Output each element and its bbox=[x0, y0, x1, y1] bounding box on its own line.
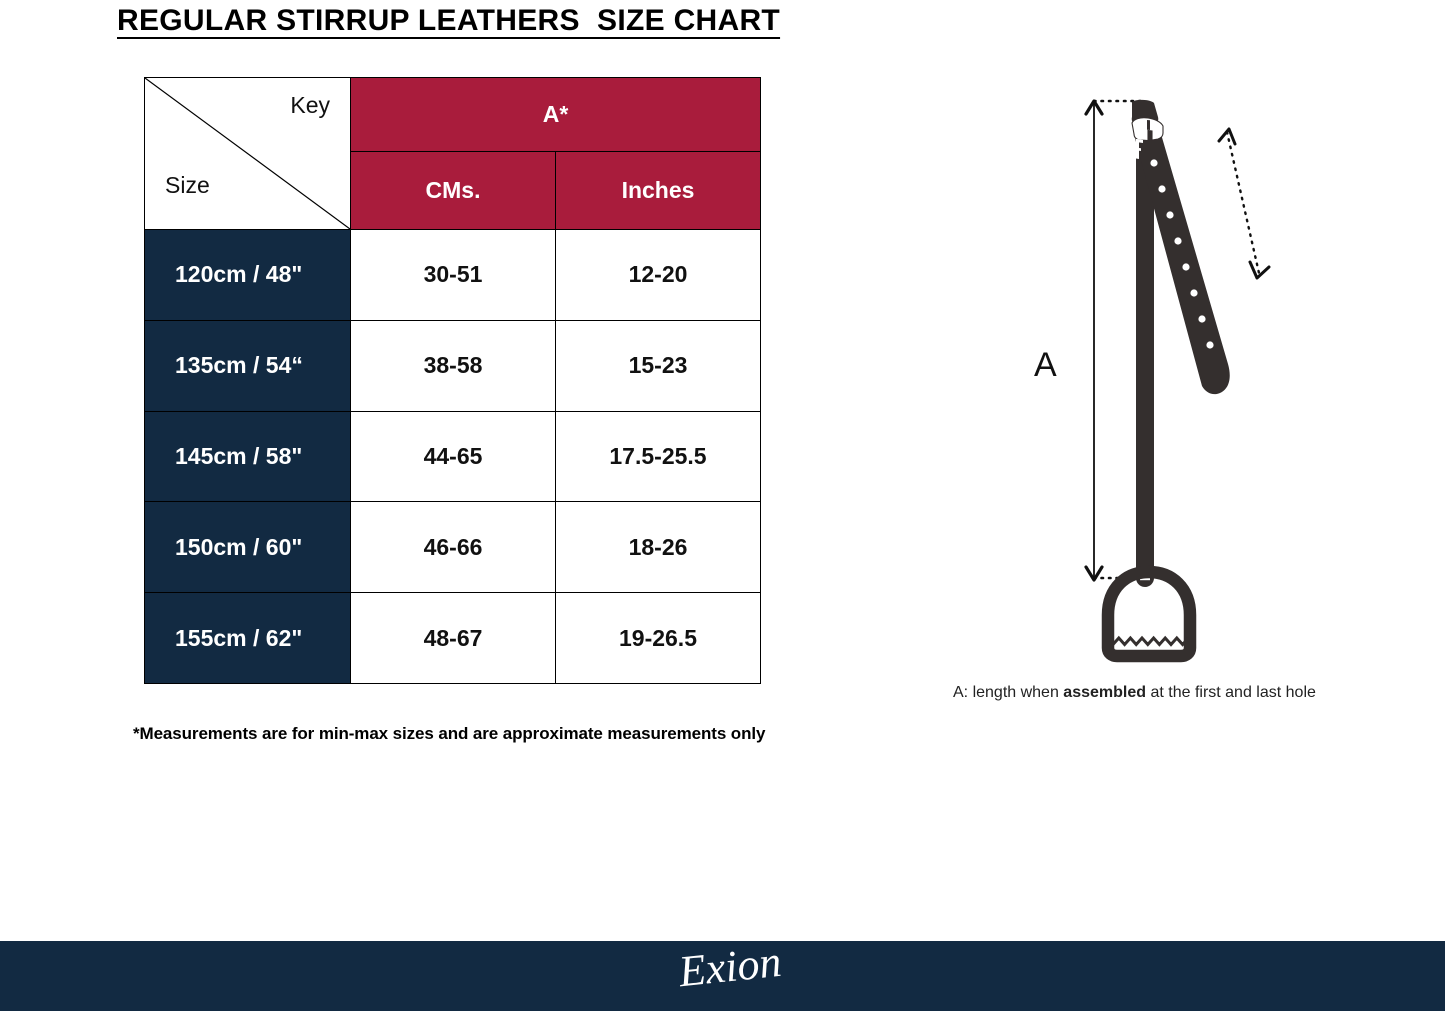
svg-text:Exion: Exion bbox=[675, 937, 783, 997]
